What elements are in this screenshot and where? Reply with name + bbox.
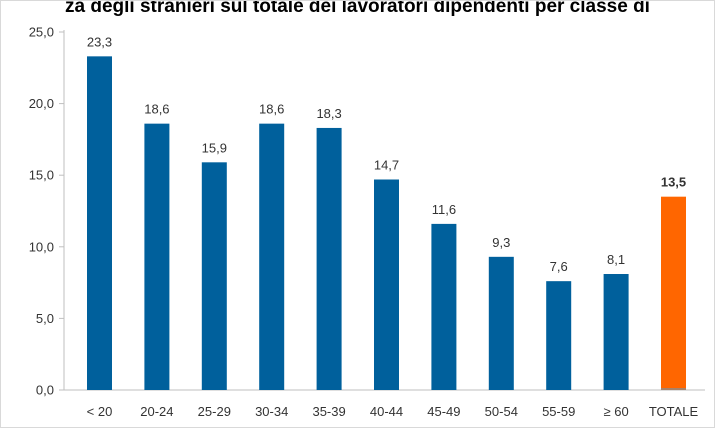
data-label: 18,3 xyxy=(316,106,341,121)
x-tick-label: < 20 xyxy=(87,404,113,419)
bar xyxy=(87,56,112,391)
bars xyxy=(87,56,686,391)
bar xyxy=(488,256,514,390)
y-tick-label: 20,0 xyxy=(29,96,54,111)
data-label: 18,6 xyxy=(144,102,169,117)
x-axis: < 20 20-24 25-29 30-34 35-39 40-44 45-49 50-54 5… xyxy=(87,404,699,419)
x-tick-label: 25-29 xyxy=(198,404,231,419)
y-tick-label: 0,0 xyxy=(36,383,54,398)
y-tick-label: 25,0 xyxy=(29,25,54,40)
bar xyxy=(374,179,399,390)
data-label: 15,9 xyxy=(202,140,227,155)
x-tick-label: 20-24 xyxy=(140,404,173,419)
bar xyxy=(316,127,342,390)
y-tick-label: 10,0 xyxy=(29,239,54,254)
x-tick-label: TOTALE xyxy=(649,404,699,419)
bar xyxy=(546,281,572,390)
bar xyxy=(144,123,170,390)
y-tick-label: 5,0 xyxy=(36,311,54,326)
data-label: 14,7 xyxy=(374,157,399,172)
x-tick-label: 55-59 xyxy=(542,404,575,419)
data-label: 13,5 xyxy=(661,175,686,190)
bar-total xyxy=(661,196,686,390)
x-tick-label: 30-34 xyxy=(255,404,288,419)
y-axis: 0,0 5,0 10,0 15,0 20,0 25,0 xyxy=(29,25,64,398)
data-label: 8,1 xyxy=(607,252,625,267)
data-label: 18,6 xyxy=(259,102,284,117)
chart-title: za degli stranieri sul totale dei lavora… xyxy=(65,0,650,17)
y-tick-label: 15,0 xyxy=(29,168,54,183)
bar xyxy=(201,162,227,390)
x-tick-label: 40-44 xyxy=(370,404,403,419)
x-tick-label: 50-54 xyxy=(485,404,518,419)
x-tick-label: ≥ 60 xyxy=(603,404,628,419)
bar xyxy=(603,274,629,390)
x-tick-label: 35-39 xyxy=(312,404,345,419)
bar xyxy=(259,123,285,390)
bar xyxy=(431,223,457,390)
data-label: 11,6 xyxy=(432,202,456,217)
data-label: 9,3 xyxy=(492,235,510,250)
data-labels: 23,3 18,6 15,9 18,6 18,3 14,7 11,6 9,3 7,6 8,1 13,… xyxy=(87,34,686,274)
data-label: 7,6 xyxy=(550,259,568,274)
x-tick-label: 45-49 xyxy=(427,404,460,419)
data-label: 23,3 xyxy=(87,34,112,49)
